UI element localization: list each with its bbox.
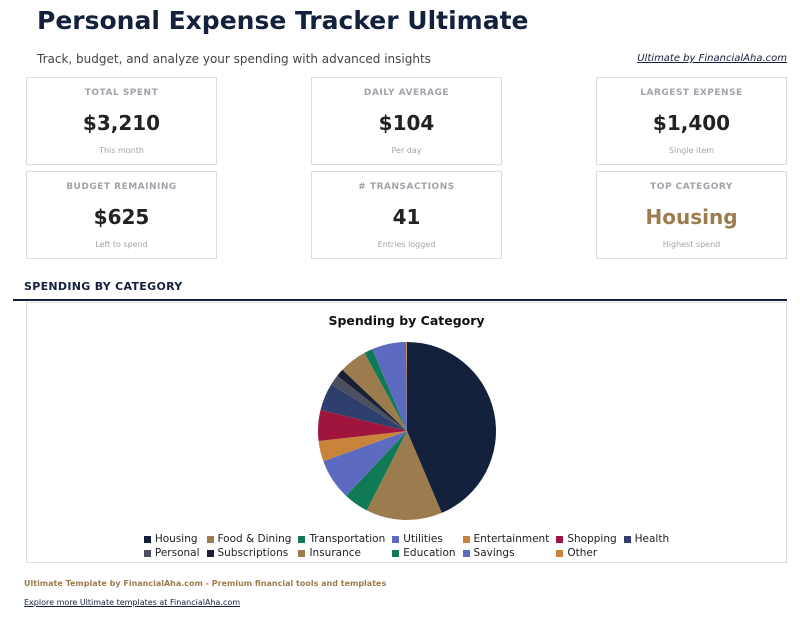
pie-slice-health[interactable]: [320, 384, 407, 431]
chart-legend: Housing Food & Dining Transportation Utilit…: [143, 532, 670, 560]
pie-slice-education[interactable]: [364, 349, 407, 431]
legend-item[interactable]: Personal: [143, 546, 200, 560]
legend-label: Insurance: [309, 547, 361, 559]
footer-link[interactable]: Explore more Ultimate templates at Finan…: [24, 598, 241, 607]
legend-item[interactable]: Food & Dining: [206, 532, 292, 546]
legend-swatch: [298, 549, 306, 557]
legend-label: Savings: [473, 547, 515, 559]
legend-label: Shopping: [567, 533, 617, 545]
section-title: SPENDING BY CATEGORY: [24, 280, 183, 293]
pie-slice-shopping[interactable]: [318, 409, 407, 441]
legend-label: Transportation: [309, 533, 386, 545]
kpi-note: Single item: [668, 146, 715, 155]
legend-swatch: [556, 535, 564, 543]
legend-label: Food & Dining: [217, 533, 292, 545]
pie-slice-utilities[interactable]: [323, 431, 407, 496]
pie-slice-subscriptions[interactable]: [337, 369, 407, 431]
legend-label: Housing: [154, 533, 198, 545]
pie-slice-food-dining[interactable]: [366, 431, 442, 520]
legend-label: Other: [567, 547, 598, 559]
pie-chart: [318, 342, 496, 520]
legend-item[interactable]: Other: [556, 546, 616, 560]
legend-swatch: [143, 549, 151, 557]
pie-slice-transportation[interactable]: [346, 431, 407, 511]
kpi-card-daily-average: DAILY AVERAGE $104 Per day: [311, 77, 502, 165]
section-divider: [13, 299, 787, 301]
legend-swatch: [206, 549, 214, 557]
legend-item[interactable]: Health: [623, 532, 670, 546]
footer-brand: Ultimate Template by FinancialAha.com - …: [24, 579, 387, 588]
kpi-label: DAILY AVERAGE: [363, 88, 450, 98]
legend-item[interactable]: Utilities: [392, 532, 455, 546]
pie-slice-savings[interactable]: [372, 342, 407, 431]
legend-swatch: [623, 535, 631, 543]
kpi-card-largest-expense: LARGEST EXPENSE $1,400 Single item: [596, 77, 787, 165]
kpi-card-top-category: TOP CATEGORY Housing Highest spend: [596, 171, 787, 259]
legend-item[interactable]: Savings: [462, 546, 550, 560]
kpi-value: $1,400: [652, 111, 731, 135]
legend-label: Personal: [154, 547, 200, 559]
legend-label: Utilities: [403, 533, 443, 545]
page-subtitle: Track, budget, and analyze your spending…: [37, 52, 431, 66]
legend-item[interactable]: Entertainment: [462, 532, 550, 546]
pie-slice-housing[interactable]: [407, 342, 496, 513]
kpi-label: # TRANSACTIONS: [358, 182, 455, 192]
kpi-note: Per day: [391, 146, 422, 155]
pie-slice-insurance[interactable]: [342, 352, 407, 431]
legend-swatch: [556, 549, 564, 557]
kpi-label: TOTAL SPENT: [84, 88, 159, 98]
kpi-value: $3,210: [82, 111, 161, 135]
kpi-card-budget-remaining: BUDGET REMAINING $625 Left to spend: [26, 171, 217, 259]
legend-item[interactable]: Education: [392, 546, 456, 560]
legend-swatch: [143, 535, 151, 543]
chart-legend-wrap: Housing Food & Dining Transportation Utilit…: [27, 532, 786, 560]
legend-swatch: [206, 535, 214, 543]
kpi-value: Housing: [645, 205, 738, 229]
legend-swatch: [298, 535, 306, 543]
kpi-note: Entries logged: [377, 240, 436, 249]
page-title: Personal Expense Tracker Ultimate: [37, 6, 529, 35]
kpi-note: Highest spend: [662, 240, 721, 249]
kpi-label: LARGEST EXPENSE: [640, 88, 743, 98]
brand-link[interactable]: Ultimate by FinancialAha.com: [637, 53, 787, 64]
legend-label: Subscriptions: [217, 547, 289, 559]
kpi-value: $625: [93, 205, 150, 229]
legend-swatch: [392, 549, 400, 557]
chart-title: Spending by Category: [328, 313, 485, 328]
kpi-value: $104: [378, 111, 435, 135]
kpi-card-total-spent: TOTAL SPENT $3,210 This month: [26, 77, 217, 165]
legend-item[interactable]: Housing: [143, 532, 200, 546]
legend-label: Education: [403, 547, 456, 559]
kpi-value: 41: [392, 205, 421, 229]
spending-chart: Spending by Category Housing Food & Dinin…: [26, 302, 787, 563]
pie-slice-entertainment[interactable]: [318, 431, 407, 462]
legend-item[interactable]: Shopping: [556, 532, 617, 546]
pie-slice-personal[interactable]: [331, 375, 407, 431]
legend-item[interactable]: Transportation: [298, 532, 385, 546]
legend-swatch: [462, 535, 470, 543]
kpi-card-transactions: # TRANSACTIONS 41 Entries logged: [311, 171, 502, 259]
legend-item[interactable]: Subscriptions: [206, 546, 292, 560]
kpi-label: TOP CATEGORY: [650, 182, 733, 192]
legend-label: Health: [634, 533, 670, 545]
legend-label: Entertainment: [473, 533, 550, 545]
kpi-note: This month: [99, 146, 144, 155]
kpi-label: BUDGET REMAINING: [66, 182, 177, 192]
kpi-note: Left to spend: [95, 240, 148, 249]
legend-item[interactable]: Insurance: [298, 546, 385, 560]
legend-swatch: [462, 549, 470, 557]
legend-swatch: [392, 535, 400, 543]
